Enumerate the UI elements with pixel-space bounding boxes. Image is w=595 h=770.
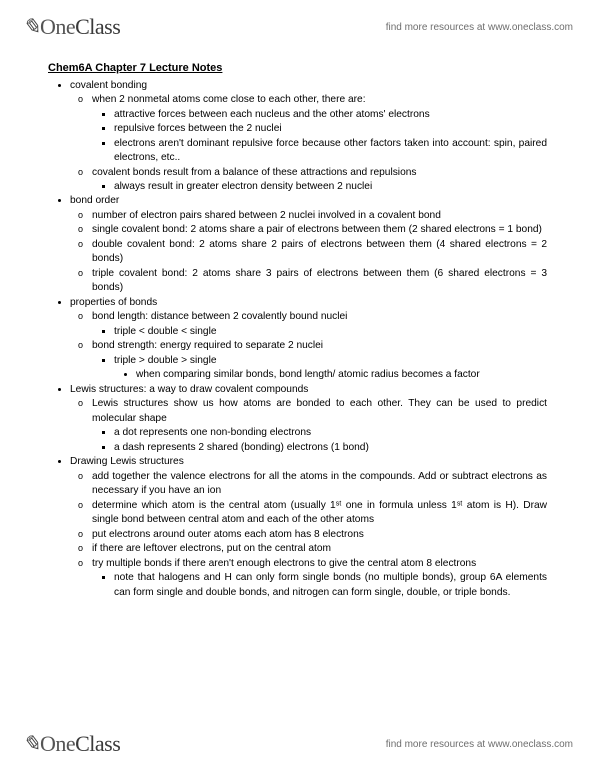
section-item: bond ordernumber of electron pairs share… — [70, 194, 547, 295]
brand-one: One — [40, 14, 75, 39]
sub-item: triple covalent bond: 2 atoms share 3 pa… — [92, 267, 547, 296]
footer-logo-icon: ✎ — [22, 731, 40, 756]
detail-item: electrons aren't dominant repulsive forc… — [114, 137, 547, 166]
sub-item: determine which atom is the central atom… — [92, 499, 547, 528]
brand-logo: ✎OneClass — [22, 14, 120, 40]
sub-item: when 2 nonmetal atoms come close to each… — [92, 93, 547, 165]
detail-list: attractive forces between each nucleus a… — [92, 108, 547, 166]
header-tagline: find more resources at www.oneclass.com — [386, 22, 573, 33]
sub-item: put electrons around outer atoms each at… — [92, 528, 547, 542]
subsection-list: bond length: distance between 2 covalent… — [70, 310, 547, 382]
section-item: Drawing Lewis structuresadd together the… — [70, 455, 547, 600]
sub-item: try multiple bonds if there aren't enoug… — [92, 557, 547, 600]
notes-root: covalent bondingwhen 2 nonmetal atoms co… — [48, 79, 547, 600]
detail-item: triple > double > singlewhen comparing s… — [114, 354, 547, 383]
detail-item: attractive forces between each nucleus a… — [114, 108, 547, 122]
detail-list: always result in greater electron densit… — [92, 180, 547, 194]
footer-brand-class: Class — [75, 731, 120, 756]
header: ✎OneClass find more resources at www.one… — [0, 0, 595, 51]
detail-item: repulsive forces between the 2 nuclei — [114, 122, 547, 136]
section-item: covalent bondingwhen 2 nonmetal atoms co… — [70, 79, 547, 195]
page-title: Chem6A Chapter 7 Lecture Notes — [48, 61, 547, 77]
document-content: Chem6A Chapter 7 Lecture Notes covalent … — [0, 51, 595, 600]
footer-brand-one: One — [40, 731, 75, 756]
sub-item: double covalent bond: 2 atoms share 2 pa… — [92, 238, 547, 267]
sub-item: single covalent bond: 2 atoms share a pa… — [92, 223, 547, 237]
footer: ✎OneClass find more resources at www.one… — [0, 727, 595, 764]
footer-brand-logo: ✎OneClass — [22, 731, 120, 757]
subsection-list: number of electron pairs shared between … — [70, 209, 547, 296]
sub-item: bond length: distance between 2 covalent… — [92, 310, 547, 339]
detail-list: note that halogens and H can only form s… — [92, 571, 547, 600]
sub-item: add together the valence electrons for a… — [92, 470, 547, 499]
subsection-list: Lewis structures show us how atoms are b… — [70, 397, 547, 455]
detail-item: note that halogens and H can only form s… — [114, 571, 547, 600]
detail-item: triple < double < single — [114, 325, 547, 339]
logo-icon: ✎ — [22, 14, 40, 39]
detail-item: a dash represents 2 shared (bonding) ele… — [114, 441, 547, 455]
section-item: Lewis structures: a way to draw covalent… — [70, 383, 547, 455]
subsection-list: add together the valence electrons for a… — [70, 470, 547, 600]
sub-item: covalent bonds result from a balance of … — [92, 166, 547, 195]
detail-list: triple < double < single — [92, 325, 547, 339]
detail-item: always result in greater electron densit… — [114, 180, 547, 194]
sub-item: if there are leftover electrons, put on … — [92, 542, 547, 556]
sub-item: bond strength: energy required to separa… — [92, 339, 547, 382]
note-item: when comparing similar bonds, bond lengt… — [136, 368, 547, 382]
detail-list: triple > double > singlewhen comparing s… — [92, 354, 547, 383]
footer-tagline: find more resources at www.oneclass.com — [386, 739, 573, 750]
detail-item: a dot represents one non-bonding electro… — [114, 426, 547, 440]
section-item: properties of bondsbond length: distance… — [70, 296, 547, 383]
sub-item: Lewis structures show us how atoms are b… — [92, 397, 547, 455]
brand-class: Class — [75, 14, 120, 39]
note-list: when comparing similar bonds, bond lengt… — [114, 368, 547, 382]
subsection-list: when 2 nonmetal atoms come close to each… — [70, 93, 547, 194]
sub-item: number of electron pairs shared between … — [92, 209, 547, 223]
detail-list: a dot represents one non-bonding electro… — [92, 426, 547, 455]
